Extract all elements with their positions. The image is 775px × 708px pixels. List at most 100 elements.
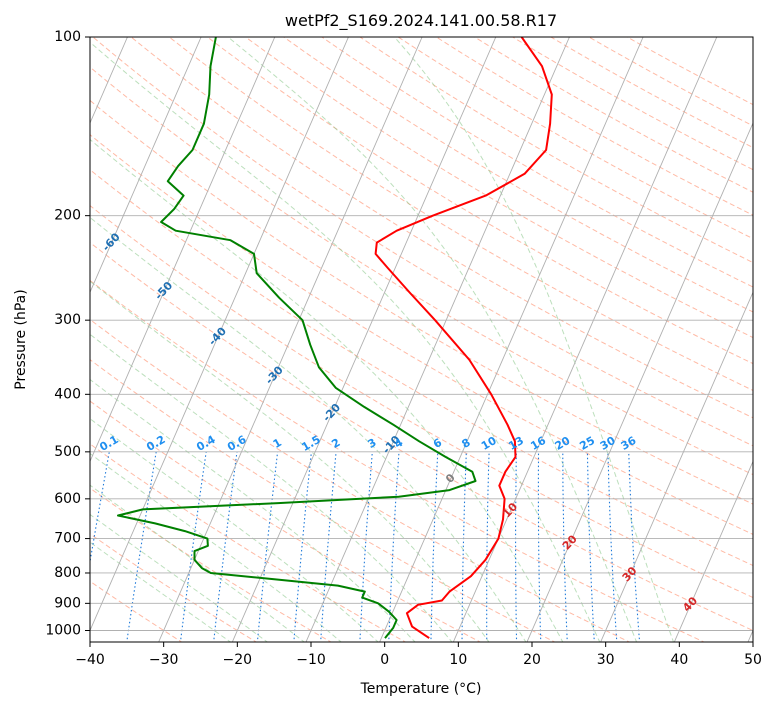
plot-frame [89, 36, 754, 643]
x-axis-label: Temperature (°C) [360, 681, 482, 697]
mixing-ratio-line [293, 451, 312, 642]
dry-adiabat [436, 37, 753, 216]
moist-adiabat [90, 513, 269, 642]
isotherm-line [526, 121, 753, 642]
isotherm-line [379, 37, 644, 642]
dry-adiabat [207, 37, 753, 365]
dry-adiabat [283, 37, 753, 313]
x-tick-label: 0 [380, 652, 389, 668]
moist-adiabat [90, 280, 490, 642]
y-tick-label: 100 [54, 29, 81, 45]
mixing-ratio-line [430, 451, 439, 642]
y-axis: 100 200 300 400 500 600 700 800 900 1000 [45, 29, 90, 639]
mixing-ratio-line [213, 451, 238, 642]
x-axis: −40 −30 −20 −10 0 10 20 30 40 50 [75, 642, 762, 668]
mixing-ratio-line [126, 451, 157, 642]
moist-adiabat [90, 138, 564, 642]
isotherm-label: 20 [560, 532, 580, 552]
x-tick-label: −10 [296, 652, 326, 668]
dry-adiabat [90, 533, 258, 642]
temperature-line [374, 37, 553, 639]
chart-title: wetPf2_S169.2024.141.00.58.R17 [285, 11, 557, 31]
mixing-ratio-label: 1 [271, 436, 284, 451]
y-tick-label: 200 [54, 208, 81, 224]
moist-adiabat [90, 452, 342, 642]
isotherm-label: -60 [100, 230, 123, 254]
x-tick-label: 20 [523, 652, 541, 668]
isotherm-line [452, 37, 718, 642]
isotherm-label: 40 [680, 594, 700, 614]
mixing-ratio-label: 36 [619, 434, 639, 453]
y-axis-label: Pressure (hPa) [13, 289, 29, 389]
y-tick-label: 500 [54, 444, 81, 460]
dry-adiabat [397, 37, 753, 240]
dry-adiabat [550, 37, 753, 149]
isotherm-line [90, 37, 276, 463]
dry-adiabat [90, 66, 753, 476]
y-tick-label: 1000 [45, 623, 81, 639]
mixing-ratio-line [256, 451, 279, 642]
dry-adiabat [90, 241, 753, 632]
mixing-ratio-label: 2 [329, 436, 342, 451]
dry-adiabat [90, 279, 706, 642]
moist-adiabat [394, 37, 675, 642]
x-tick-label: 30 [597, 652, 615, 668]
grid-lines [90, 37, 753, 642]
dry-adiabat [130, 37, 753, 419]
mixing-ratio-line [628, 451, 641, 642]
dry-adiabat [90, 205, 753, 599]
isotherm-label: 30 [620, 564, 640, 584]
mixing-ratio-line [179, 451, 207, 642]
dry-adiabat [92, 37, 753, 447]
mixing-ratio-labels: 0.1 0.2 0.4 0.6 1 1.5 2 3 4 6 8 10 13 16 20 25 30 36 [97, 433, 638, 454]
dry-adiabat [90, 318, 631, 642]
y-tick-label: 800 [54, 565, 81, 581]
x-tick-label: −30 [149, 652, 179, 668]
dry-adiabat [90, 400, 482, 642]
isotherm-line [158, 37, 423, 642]
moist-adiabat [90, 484, 305, 642]
x-tick-label: −20 [223, 652, 253, 668]
isotherm-label: -40 [206, 325, 229, 349]
y-tick-label: 300 [54, 312, 81, 328]
isotherm-label: -50 [152, 279, 175, 303]
x-tick-label: 10 [449, 652, 467, 668]
moist-adiabat [90, 541, 232, 642]
mixing-ratio-label: 16 [528, 434, 548, 453]
isotherm-label: -80 [0, 146, 12, 170]
background-lines [90, 37, 753, 642]
mixing-ratio-label: 1.5 [299, 433, 322, 454]
isotherm-line [231, 37, 497, 642]
isotherm-line [305, 37, 570, 642]
y-tick-label: 900 [54, 595, 81, 611]
dry-adiabat [245, 37, 753, 339]
isotherm-line [90, 37, 202, 294]
dewpoint-line [117, 37, 477, 639]
dry-adiabat [90, 134, 753, 535]
x-tick-label: 40 [670, 652, 688, 668]
mixing-ratio-line [359, 451, 373, 642]
dry-adiabat [321, 37, 753, 288]
mixing-ratio-label: 20 [553, 434, 573, 453]
moist-adiabat [227, 37, 638, 642]
isotherm-line [600, 291, 753, 642]
mixing-ratio-label: 0.4 [194, 433, 218, 454]
y-tick-label: 400 [54, 386, 81, 402]
dry-adiabat [512, 37, 753, 171]
mixing-ratio-line [486, 451, 490, 642]
isotherm-line [747, 629, 753, 642]
moist-adiabat [90, 418, 379, 642]
x-tick-label: −40 [75, 652, 105, 668]
isotherm-line [673, 460, 753, 642]
y-tick-label: 600 [54, 491, 81, 507]
dry-adiabat [168, 37, 753, 391]
moist-adiabat [90, 216, 527, 642]
dry-adiabat [90, 443, 407, 642]
dry-adiabat [90, 169, 753, 567]
dry-adiabat [90, 487, 332, 642]
moist-adiabat [90, 333, 453, 642]
mixing-ratio-label: 0.2 [144, 433, 167, 454]
dry-adiabat [90, 99, 753, 505]
mixing-ratio-label: 13 [506, 434, 526, 453]
series-lines [117, 37, 553, 639]
